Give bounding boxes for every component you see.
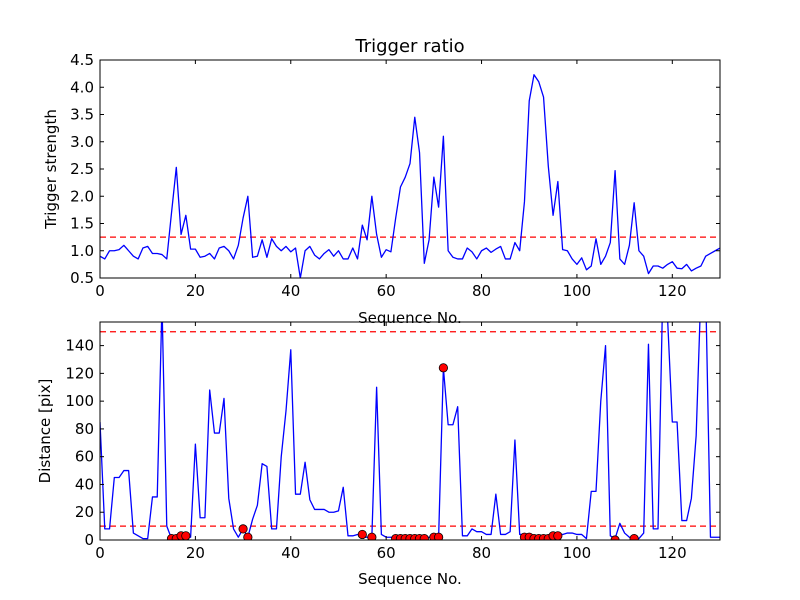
- y-axis-label: Trigger strength: [42, 109, 60, 230]
- x-tick-label: 60: [377, 544, 396, 562]
- y-tick-label: 140: [65, 337, 94, 355]
- x-tick-label: 80: [472, 282, 491, 300]
- data-point-25: [553, 531, 563, 540]
- x-tick-label: 60: [377, 282, 396, 300]
- y-tick-label: 80: [75, 420, 94, 438]
- data-point-14: [419, 534, 429, 540]
- y-tick-label: 0: [84, 531, 94, 549]
- data-point-3: [181, 531, 191, 540]
- y-tick-label: 4.0: [70, 78, 94, 96]
- y-tick-label: 1.0: [70, 242, 94, 260]
- y-tick-label: 3.0: [70, 133, 94, 151]
- y-tick-label: 1.5: [70, 215, 94, 233]
- x-tick-label: 20: [186, 282, 205, 300]
- y-tick-label: 0.5: [70, 269, 94, 287]
- chart-title: Trigger ratio: [354, 36, 464, 57]
- distance-chart: 0 20 40 60 80 100 120 0 20 40 60 80 100 120 140 Sequenc…: [36, 321, 721, 588]
- plot-area: [100, 74, 720, 278]
- x-axis-label: Sequence No.: [358, 570, 462, 588]
- y-tick-label: 40: [75, 475, 94, 493]
- series-line: [100, 322, 720, 540]
- trigger-ratio-chart: 0 20 40 60 80 100 120 0.5 1.0 1.5 2.0 2.5 3.0 3.5 4.0 4…: [42, 36, 721, 327]
- series-line: [100, 74, 720, 278]
- data-point-7: [367, 532, 377, 540]
- x-axis-label: Sequence No.: [358, 309, 462, 327]
- x-tick-label: 120: [658, 544, 687, 562]
- x-tick-label: 20: [186, 544, 205, 562]
- y-tick-label: 2.0: [70, 187, 94, 205]
- y-tick-label: 60: [75, 448, 94, 466]
- data-point-6: [357, 529, 367, 540]
- axes-frame: [99, 59, 721, 279]
- data-point-17: [438, 363, 448, 373]
- y-tick-label: 100: [65, 392, 94, 410]
- x-tick-label: 0: [95, 282, 105, 300]
- y-tick-label: 120: [65, 364, 94, 382]
- x-tick-label: 100: [563, 282, 592, 300]
- plot-area: [100, 322, 720, 540]
- data-point-27: [629, 534, 639, 540]
- x-tick-label: 100: [563, 544, 592, 562]
- x-tick-label: 40: [281, 544, 300, 562]
- y-tick-label: 4.5: [70, 51, 94, 69]
- x-tick-label: 40: [281, 282, 300, 300]
- x-tick-label: 80: [472, 544, 491, 562]
- data-point-4: [238, 524, 248, 534]
- y-tick-label: 2.5: [70, 160, 94, 178]
- y-tick-label: 20: [75, 503, 94, 521]
- data-point-5: [243, 532, 253, 540]
- y-axis-label: Distance [pix]: [36, 379, 54, 484]
- axes-frame: [99, 321, 721, 541]
- data-point-16: [434, 532, 444, 540]
- x-tick-label: 0: [95, 544, 105, 562]
- y-tick-label: 3.5: [70, 106, 94, 124]
- x-tick-label: 120: [658, 282, 687, 300]
